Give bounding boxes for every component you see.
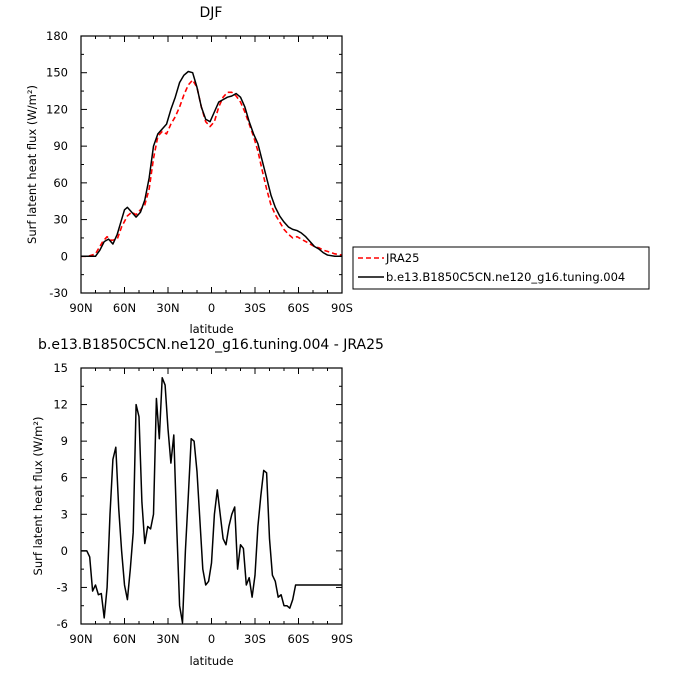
x-tick-label: 90N <box>69 301 92 315</box>
legend-box <box>352 246 650 290</box>
x-tick-label: 60S <box>288 301 310 315</box>
chart-panel-2: b.e13.B1850C5CN.ne120_g16.tuning.004 - J… <box>31 337 384 668</box>
x-tick-label: 90S <box>331 632 353 646</box>
y-axis-label: Surf latent heat flux (W/m²) <box>25 85 39 244</box>
legend: JRA25 b.e13.B1850C5CN.ne120_g16.tuning.00… <box>352 246 650 290</box>
x-tick-label: 90S <box>331 301 353 315</box>
x-tick-label: 30N <box>156 301 179 315</box>
x-tick-label: 60S <box>288 632 310 646</box>
y-tick-label: -3 <box>57 580 68 594</box>
y-tick-label: 6 <box>61 471 68 485</box>
x-tick-label: 30S <box>244 301 266 315</box>
y-tick-label: 60 <box>53 176 68 190</box>
y-tick-label: 120 <box>46 102 68 116</box>
y-tick-label: 0 <box>61 249 68 263</box>
plot-frame <box>80 367 343 625</box>
x-tick-label: 0 <box>208 632 215 646</box>
series-line-1 <box>81 377 342 624</box>
chart-title: DJF <box>200 5 223 21</box>
y-tick-label: 30 <box>53 213 68 227</box>
y-tick-label: 180 <box>46 29 68 43</box>
y-tick-label: 15 <box>53 361 68 375</box>
series-line-2 <box>81 70 342 258</box>
chart-panel-1: DJF -30 0 30 60 90 120 150 180 90N 60N 30N 0 30S 60S 90… <box>25 5 650 336</box>
x-tick-label: 0 <box>208 301 215 315</box>
x-tick-label: 30S <box>244 632 266 646</box>
y-tick-label: 0 <box>61 544 68 558</box>
y-tick-label: 3 <box>61 507 68 521</box>
y-tick-label: 12 <box>53 398 68 412</box>
series-line-1 <box>81 79 342 258</box>
y-tick-label: 150 <box>46 66 68 80</box>
y-tick-label: -6 <box>57 617 68 631</box>
x-tick-label: 30N <box>156 632 179 646</box>
legend-label-2: b.e13.B1850C5CN.ne120_g16.tuning.004 <box>386 270 625 284</box>
x-tick-label: 60N <box>113 301 136 315</box>
x-axis-label: latitude <box>189 322 233 336</box>
y-tick-label: 9 <box>61 434 68 448</box>
y-axis-label: Surf latent heat flux (W/m²) <box>31 417 45 576</box>
plot-frame <box>80 35 343 294</box>
legend-label-1: JRA25 <box>385 251 419 265</box>
x-axis-label: latitude <box>189 654 233 668</box>
chart-title: b.e13.B1850C5CN.ne120_g16.tuning.004 - J… <box>38 337 384 353</box>
y-tick-label: -30 <box>49 286 68 300</box>
y-tick-label: 90 <box>53 139 68 153</box>
x-tick-label: 60N <box>113 632 136 646</box>
x-tick-label: 90N <box>69 632 92 646</box>
